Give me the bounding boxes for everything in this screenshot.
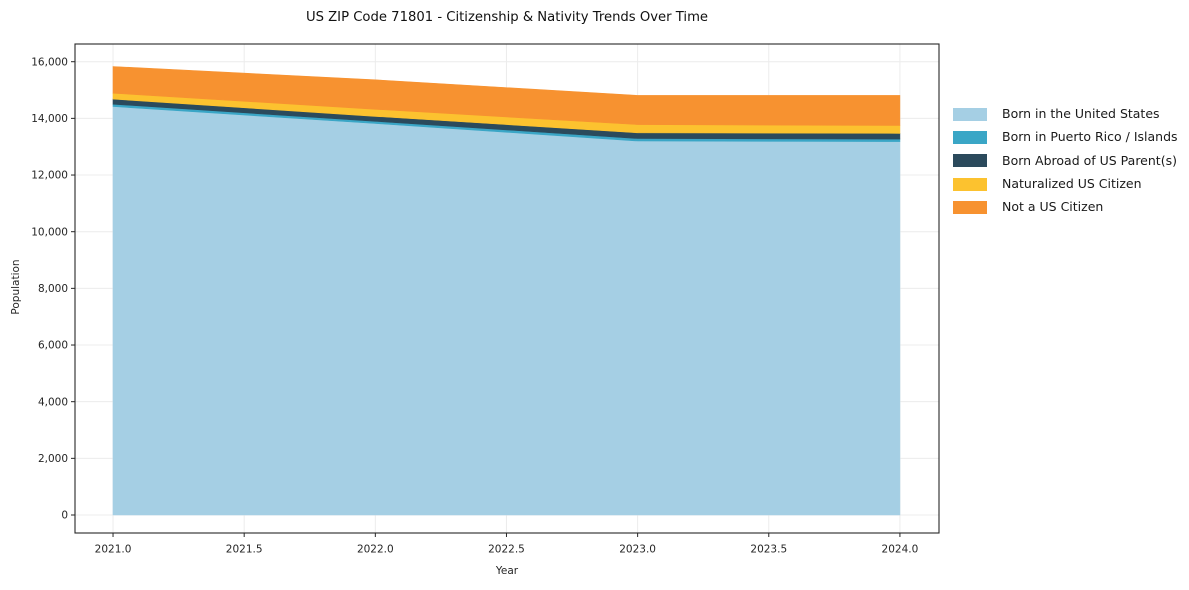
x-tick-label: 2022.5: [488, 544, 525, 556]
legend-label: Born in the United States: [1002, 106, 1160, 122]
y-tick-label: 12,000: [31, 170, 68, 182]
chart-title: US ZIP Code 71801 - Citizenship & Nativi…: [305, 10, 709, 25]
y-tick-label: 2,000: [38, 453, 68, 465]
x-tick-label: 2021.5: [226, 544, 263, 556]
y-tick-label: 6,000: [38, 340, 68, 352]
y-tick-label: 4,000: [38, 396, 68, 408]
y-tick-label: 8,000: [38, 283, 68, 295]
legend-swatch: [953, 154, 987, 168]
legend-swatch: [953, 177, 987, 191]
legend-label: Born in Puerto Rico / Islands: [1002, 129, 1178, 145]
x-tick-label: 2023.0: [619, 544, 656, 556]
legend-swatch: [953, 200, 987, 214]
legend-item: Born in the United States: [953, 106, 1178, 122]
legend: Born in the United States Born in Puerto…: [953, 106, 1178, 222]
legend-label: Born Abroad of US Parent(s): [1002, 152, 1177, 168]
y-tick-label: 16,000: [31, 56, 68, 68]
legend-label: Not a US Citizen: [1002, 199, 1104, 215]
x-tick-label: 2022.0: [357, 544, 394, 556]
legend-item: Naturalized US Citizen: [953, 176, 1178, 192]
x-tick-label: 2023.5: [750, 544, 787, 556]
y-tick-label: 0: [61, 510, 68, 522]
legend-item: Not a US Citizen: [953, 199, 1178, 215]
area-band-0: [112, 106, 901, 516]
legend-item: Born Abroad of US Parent(s): [953, 153, 1178, 169]
x-tick-label: 2024.0: [882, 544, 919, 556]
legend-item: Born in Puerto Rico / Islands: [953, 129, 1178, 145]
y-axis-label: Population: [10, 259, 22, 315]
y-tick-label: 14,000: [31, 113, 68, 125]
area-band-4: [112, 66, 901, 126]
x-tick-label: 2021.0: [95, 544, 132, 556]
legend-label: Naturalized US Citizen: [1002, 176, 1142, 192]
legend-swatch: [953, 107, 987, 121]
x-axis-label: Year: [495, 565, 519, 577]
y-tick-label: 10,000: [31, 226, 68, 238]
legend-swatch: [953, 130, 987, 144]
